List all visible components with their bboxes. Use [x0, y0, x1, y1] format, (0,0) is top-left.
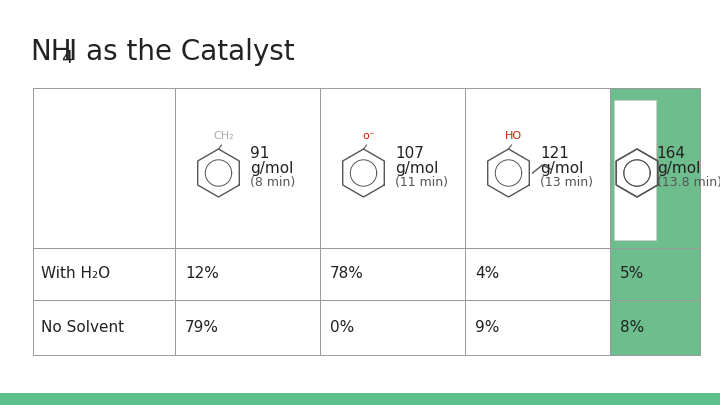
Text: o⁻: o⁻: [362, 131, 375, 141]
Text: 107: 107: [395, 146, 424, 161]
Text: 12%: 12%: [185, 266, 219, 281]
Bar: [610, 88, 700, 248]
Text: (13.8 min): (13.8 min): [657, 176, 720, 189]
Bar: [320, 300, 465, 355]
Text: 4: 4: [61, 49, 73, 67]
Text: (13 min): (13 min): [541, 176, 593, 189]
Bar: [0, 393, 720, 405]
Bar: [320, 88, 465, 248]
Text: 8%: 8%: [620, 320, 644, 335]
Text: g/mol: g/mol: [541, 161, 584, 176]
Bar: [610, 300, 700, 355]
Bar: [175, 88, 320, 248]
Text: 91: 91: [251, 146, 270, 161]
Bar: [465, 88, 610, 248]
Bar: [33, 88, 175, 248]
Text: 4%: 4%: [475, 266, 499, 281]
Text: No Solvent: No Solvent: [41, 320, 124, 335]
Text: HO: HO: [505, 131, 522, 141]
Bar: [465, 248, 610, 300]
Text: CH₂: CH₂: [213, 131, 234, 141]
Bar: [320, 248, 465, 300]
Bar: [175, 300, 320, 355]
Text: With H₂O: With H₂O: [41, 266, 110, 281]
Bar: [175, 248, 320, 300]
Text: g/mol: g/mol: [657, 161, 700, 176]
Text: g/mol: g/mol: [251, 161, 294, 176]
Bar: [610, 248, 700, 300]
Text: NH: NH: [30, 38, 71, 66]
Text: 164: 164: [657, 146, 685, 161]
Text: g/mol: g/mol: [395, 161, 438, 176]
Text: (11 min): (11 min): [395, 176, 449, 189]
Text: 5%: 5%: [620, 266, 644, 281]
Text: 121: 121: [541, 146, 570, 161]
Bar: [465, 300, 610, 355]
Text: 9%: 9%: [475, 320, 500, 335]
Bar: [33, 300, 175, 355]
Text: 79%: 79%: [185, 320, 219, 335]
Text: (8 min): (8 min): [251, 176, 296, 189]
Text: 78%: 78%: [330, 266, 364, 281]
Bar: [33, 248, 175, 300]
Bar: [614, 100, 657, 240]
Text: I as the Catalyst: I as the Catalyst: [69, 38, 294, 66]
Text: 0%: 0%: [330, 320, 354, 335]
